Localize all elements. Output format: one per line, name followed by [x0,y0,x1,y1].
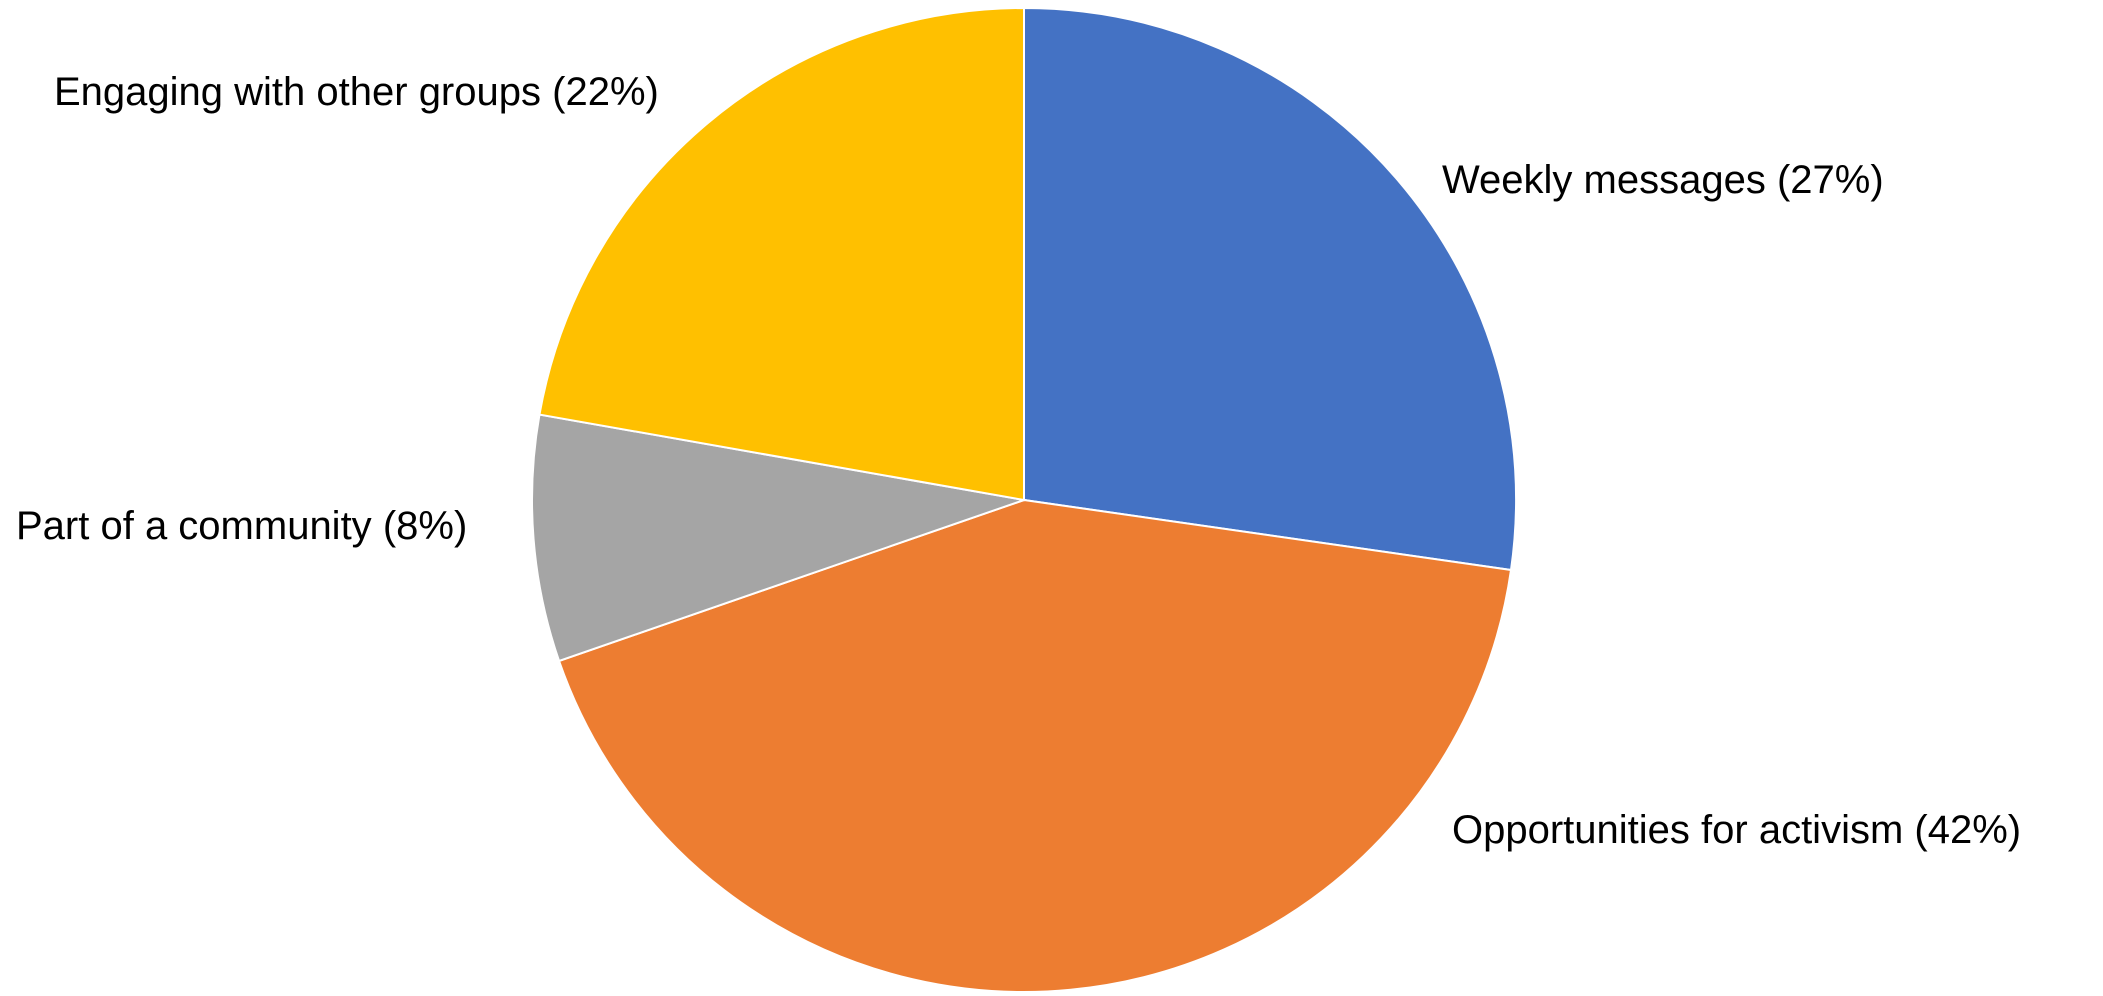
value-label: (42%) [1914,808,2021,852]
pie-slice [531,413,1028,663]
data-label: Opportunities for activism (42%) [1452,808,2021,852]
category-label: Part of a community [16,504,372,548]
value-label: (8%) [383,504,467,548]
category-label: Engaging with other groups [54,70,541,114]
category-label: Opportunities for activism [1452,808,1903,852]
pie-slice [557,498,1513,993]
value-label: (27%) [1777,158,1884,202]
pie-slice [538,6,1025,502]
data-label: Weekly messages (27%) [1442,158,1884,202]
category-label: Weekly messages [1442,158,1766,202]
data-label: Part of a community (8%) [16,504,467,548]
data-label: Engaging with other groups (22%) [54,70,659,114]
value-label: (22%) [552,70,659,114]
pie-slice [1023,6,1517,572]
